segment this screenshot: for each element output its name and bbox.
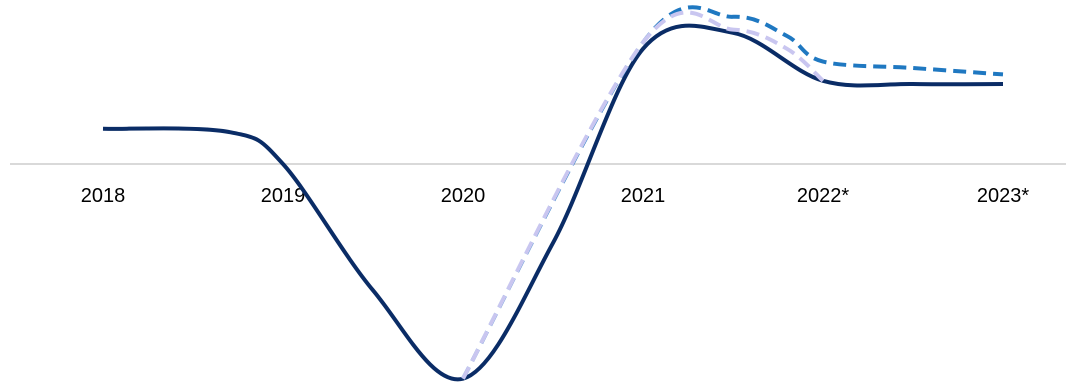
series-line-3 [461,10,825,380]
series-line-2 [461,5,1004,380]
x-axis-tick-labels: 2018 2019 2020 2021 2022* 2023* [81,185,1030,207]
x-tick-label: 2021 [621,185,666,207]
x-tick-label: 2018 [81,185,126,207]
series-line-1 [102,23,1004,382]
x-tick-label: 2020 [441,185,486,207]
x-tick-label: 2022* [797,185,849,207]
x-tick-label: 2019 [261,185,306,207]
x-tick-label: 2023* [977,185,1029,207]
series-group [102,5,1004,382]
